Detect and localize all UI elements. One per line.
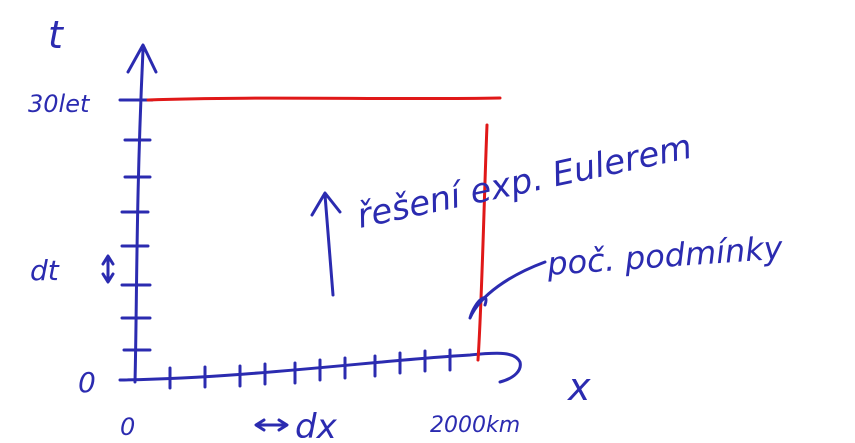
diagram: t 30let dt 0 0 dx 2000km x řešení exp. E… [0, 0, 855, 443]
dt-label: dt [30, 254, 60, 287]
initial-note: poč. podmínky [545, 229, 785, 284]
boundary [148, 98, 500, 360]
x-zero: 0 [120, 413, 135, 441]
dx-arrow [256, 420, 287, 430]
time-arrow [312, 193, 340, 295]
solution-note: řešení exp. Eulerem [354, 127, 696, 237]
axes-drawing [103, 45, 545, 430]
dt-arrow [103, 256, 113, 282]
t-top: 30let [28, 90, 91, 118]
x-label: x [567, 365, 591, 409]
x-end: 2000km [430, 413, 520, 438]
t-zero: 0 [78, 366, 96, 399]
dx-label: dx [295, 407, 338, 443]
t-label: t [48, 13, 65, 57]
